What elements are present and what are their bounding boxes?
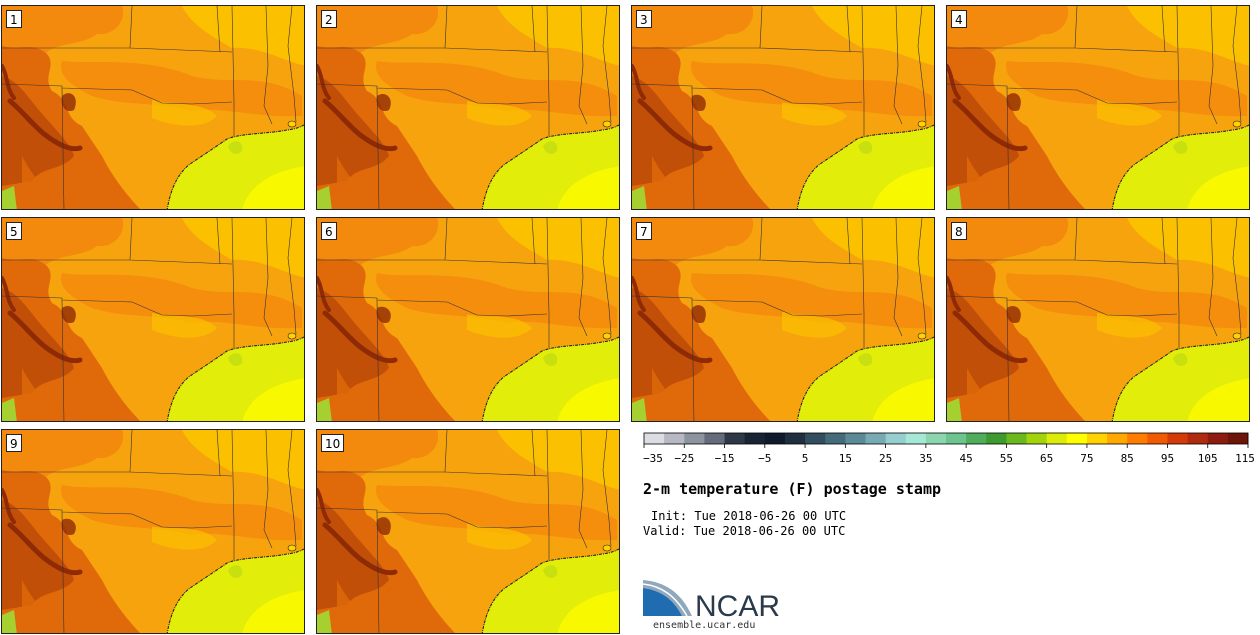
- colorbar-tick-label: 95: [1161, 452, 1174, 465]
- colorbar-tick-label: 65: [1040, 452, 1053, 465]
- init-time: Init: Tue 2018-06-26 00 UTC: [651, 509, 847, 523]
- colorbar-tick-label: −25: [674, 452, 694, 465]
- colorbar-tick-label: −5: [758, 452, 771, 465]
- colorbar-swatch: [966, 433, 987, 444]
- colorbar-tick-label: 115: [1235, 452, 1255, 465]
- member-map-2[interactable]: 2: [316, 5, 620, 210]
- colorbar-swatch: [1066, 433, 1088, 444]
- member-label: 1: [6, 10, 22, 28]
- colorbar-swatch: [664, 433, 685, 444]
- member-map-9[interactable]: 9: [1, 429, 305, 634]
- colorbar-tick-label: 25: [879, 452, 892, 465]
- colorbar-swatch: [1107, 433, 1128, 444]
- colorbar-swatch: [764, 433, 786, 444]
- member-label: 6: [321, 222, 337, 240]
- colorbar-swatch: [1167, 433, 1188, 444]
- colorbar-swatch: [845, 433, 866, 444]
- colorbar-swatch: [724, 433, 746, 444]
- colorbar-swatch: [946, 433, 967, 444]
- member-map-4[interactable]: 4: [946, 5, 1250, 210]
- colorbar-frame: [643, 432, 1249, 445]
- valid-time: Valid: Tue 2018-06-26 00 UTC: [643, 524, 846, 538]
- colorbar-tick-label: −35: [643, 452, 663, 465]
- colorbar-swatch: [1086, 433, 1108, 444]
- colorbar-swatch: [1147, 433, 1168, 444]
- member-label: 2: [321, 10, 337, 28]
- colorbar-swatch: [1227, 433, 1249, 444]
- colorbar-swatch: [704, 433, 725, 444]
- plot-title: 2-m temperature (F) postage stamp: [643, 480, 942, 498]
- colorbar-swatch: [805, 433, 826, 444]
- colorbar-swatch: [644, 433, 665, 444]
- colorbar-swatch: [865, 433, 886, 444]
- colorbar-swatch: [885, 433, 907, 444]
- colorbar-tick-label: 15: [839, 452, 852, 465]
- colorbar-tick-label: 105: [1198, 452, 1218, 465]
- colorbar-swatch: [905, 433, 927, 444]
- member-map-8[interactable]: 8: [946, 217, 1250, 422]
- colorbar-swatch: [925, 433, 947, 444]
- colorbar: −35 −25 −15 −5 5 15 25 35 45 55 65 75 85 95 105 115: [643, 432, 1255, 465]
- member-map-3[interactable]: 3: [631, 5, 935, 210]
- colorbar-swatch: [1046, 433, 1068, 444]
- member-map-5[interactable]: 5: [1, 217, 305, 422]
- member-label: 3: [636, 10, 652, 28]
- colorbar-swatch: [825, 433, 846, 444]
- colorbar-swatch: [684, 433, 705, 444]
- member-label: 7: [636, 222, 652, 240]
- colorbar-swatch: [1207, 433, 1229, 444]
- member-map-10[interactable]: 10: [316, 429, 620, 634]
- member-label: 8: [951, 222, 967, 240]
- member-map-7[interactable]: 7: [631, 217, 935, 422]
- website-url: ensemble.ucar.edu: [653, 620, 756, 631]
- colorbar-tick-label: 45: [960, 452, 973, 465]
- colorbar-swatch: [744, 433, 766, 444]
- colorbar-tick-label: −15: [715, 452, 735, 465]
- colorbar-tick-label: 55: [1000, 452, 1013, 465]
- colorbar-swatch: [1026, 433, 1048, 444]
- member-map-1[interactable]: 1: [1, 5, 305, 210]
- colorbar-swatch: [1187, 433, 1209, 444]
- member-label: 9: [6, 434, 22, 452]
- colorbar-tick-label: 35: [919, 452, 932, 465]
- colorbar-swatch: [784, 433, 806, 444]
- logo-text: NCAR: [695, 590, 780, 620]
- member-map-6[interactable]: 6: [316, 217, 620, 422]
- ncar-logo: NCAR: [643, 580, 780, 620]
- colorbar-tick-label: 85: [1121, 452, 1134, 465]
- colorbar-swatch: [1006, 433, 1027, 444]
- member-label: 10: [321, 434, 345, 452]
- member-label: 4: [951, 10, 967, 28]
- colorbar-swatch: [986, 433, 1007, 444]
- colorbar-tick-label: 5: [802, 452, 809, 465]
- colorbar-tick-label: 75: [1080, 452, 1093, 465]
- colorbar-swatch: [1127, 433, 1148, 444]
- member-label: 5: [6, 222, 22, 240]
